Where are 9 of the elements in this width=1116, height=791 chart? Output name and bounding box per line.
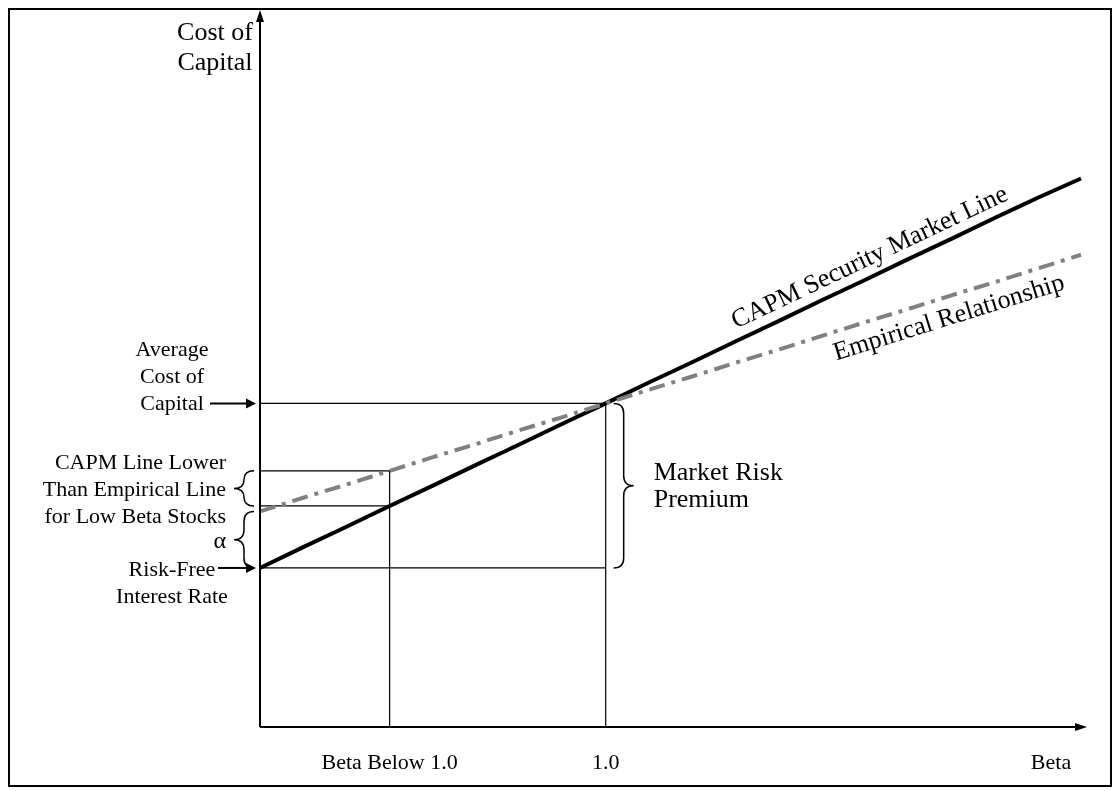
- x-axis-title: Beta: [1030, 749, 1072, 774]
- x-tick-label: 1.0: [591, 748, 620, 774]
- text: CAPM Line Lower Than Empirical Line for Low Beta Stocks: [42, 449, 227, 529]
- y-axis-title: Cost of Capital: [177, 17, 254, 76]
- ref-line-label: Risk-Free Interest Rate: [116, 555, 228, 608]
- annotation: Market Risk Premium: [653, 457, 783, 514]
- x-tick-label: Beta Below 1.0: [321, 748, 458, 774]
- ref-line-label: Average Cost of Capital: [135, 336, 209, 416]
- text: α: [213, 526, 227, 553]
